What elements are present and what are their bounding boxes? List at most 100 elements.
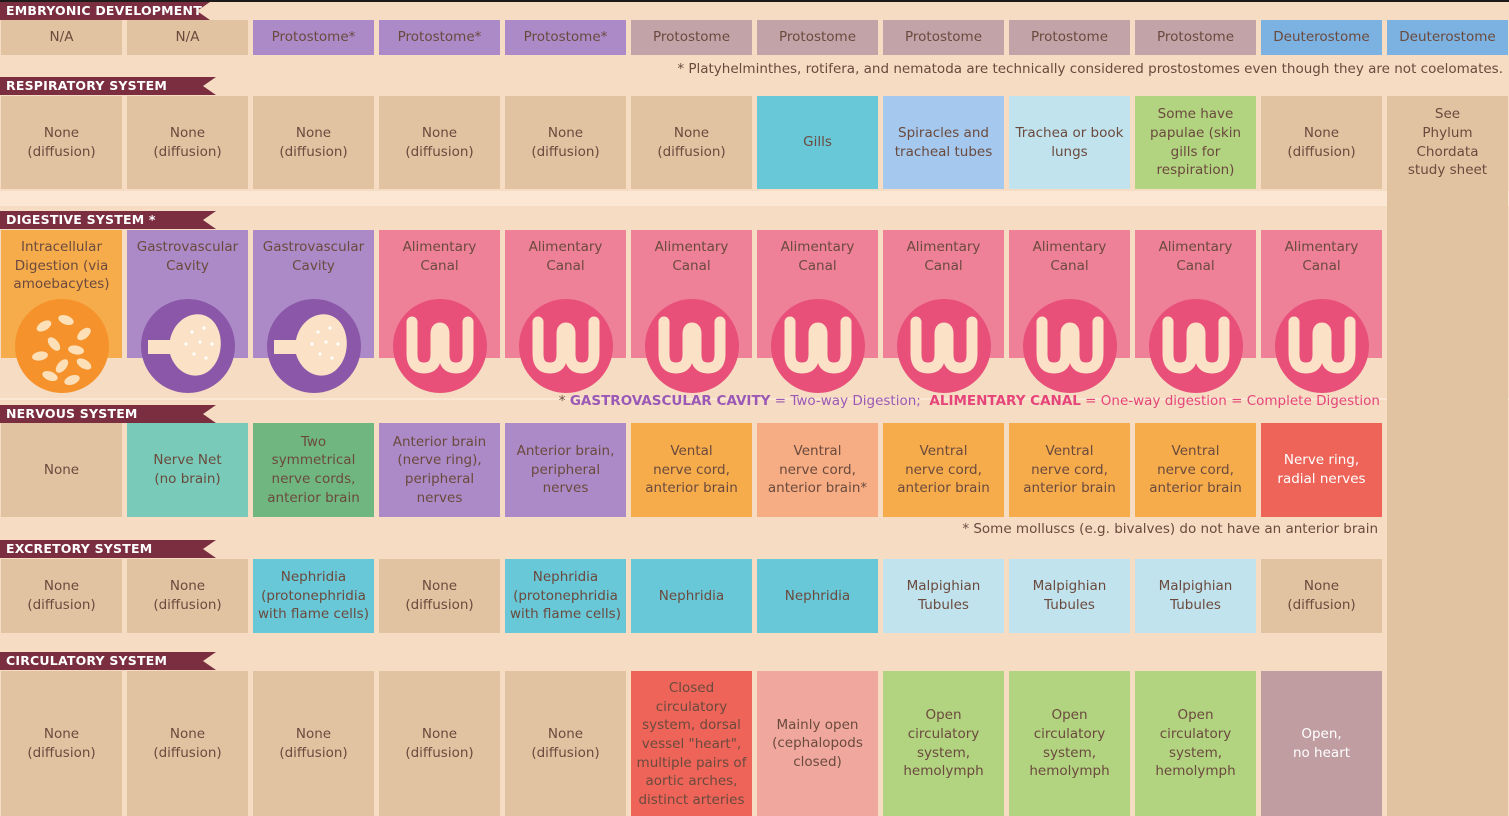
cell-text: None (diffusion)	[531, 725, 600, 761]
cell-text: Closed circulatory system, dorsal vessel…	[636, 680, 747, 808]
cell-text: Malpighian Tubules	[906, 578, 981, 613]
respiratory-cell: None (diffusion)	[379, 96, 500, 189]
cell-text: Anterior brain, peripheral nerves	[516, 443, 615, 497]
section-header-digestive: DIGESTIVE SYSTEM *	[0, 211, 216, 229]
nervous-cell: Ventral nerve cord, anterior brain	[1135, 423, 1256, 517]
excretory-cell: None (diffusion)	[379, 559, 500, 633]
excretory-cell: Nephridia (protonephridia with flame cel…	[505, 559, 626, 633]
cell-text: Protostome	[904, 29, 982, 46]
cell-text: Nephridia	[784, 587, 851, 604]
cell-text: Protostome	[778, 29, 856, 46]
cell-text: Gastrovascular Cavity	[136, 239, 239, 274]
digestive-cell: Intracellular Digestion (via amoebacytes…	[1, 230, 122, 393]
cell-text: Alimentary Canal	[1032, 239, 1107, 274]
section-header-nervous: NERVOUS SYSTEM	[0, 405, 216, 423]
nervous-cell: Ventral nerve cord, anterior brain*	[757, 423, 878, 517]
respiratory-cell: None (diffusion)	[1, 96, 122, 189]
alimentary-canal-icon	[1148, 299, 1243, 393]
digestive-cell: Alimentary Canal	[505, 230, 626, 393]
embryonic-cell: Protostome	[1135, 20, 1256, 55]
section-band	[0, 633, 1509, 816]
excretory-cell: Nephridia	[631, 559, 752, 633]
digestive-cell: Alimentary Canal	[1261, 230, 1382, 393]
embryonic-cell: Protostome	[883, 20, 1004, 55]
cell-text: N/A	[175, 29, 200, 46]
cell-text: Deuterostome	[1273, 29, 1370, 46]
circulatory-cell: Open circulatory system, hemolymph	[1009, 671, 1130, 816]
excretory-cell: Nephridia (protonephridia with flame cel…	[253, 559, 374, 633]
cell-text: None (diffusion)	[657, 124, 726, 160]
gastrovascular-cavity-icon	[140, 299, 235, 393]
cell-text: Open circulatory system, hemolymph	[903, 707, 984, 780]
section-band	[0, 206, 1509, 398]
cell-text: Ventral nerve cord, anterior brain	[1023, 443, 1116, 497]
alimentary-canal-icon	[644, 299, 739, 393]
cell-text: None (diffusion)	[27, 725, 96, 761]
digestive-cell: Alimentary Canal	[757, 230, 878, 393]
respiratory-cell: None (diffusion)	[253, 96, 374, 189]
embryonic-cell: N/A	[1, 20, 122, 55]
cell-text: Gills	[803, 134, 832, 151]
cell-text: Alimentary Canal	[402, 239, 477, 274]
cell-text: Open, no heart	[1292, 725, 1351, 761]
cell-text: N/A	[49, 29, 74, 46]
cell-text: Protostome	[1156, 29, 1234, 46]
circulatory-cell: Mainly open (cephalopods closed)	[757, 671, 878, 816]
cell-text: Nephridia (protonephridia with flame cel…	[510, 569, 621, 623]
cell-text: None (diffusion)	[27, 124, 96, 160]
digestive-cell: Gastrovascular Cavity	[127, 230, 248, 393]
alimentary-canal-icon	[518, 299, 613, 393]
circulatory-cell: Open circulatory system, hemolymph	[883, 671, 1004, 816]
section-header-embryonic: EMBRYONIC DEVELOPMENT	[0, 2, 210, 20]
nervous-cell: Two symmetrical nerve cords, anterior br…	[253, 423, 374, 517]
nervous-footnote: * Some molluscs (e.g. bivalves) do not h…	[962, 521, 1378, 537]
respiratory-cell: None (diffusion)	[1261, 96, 1382, 189]
alimentary-canal-icon	[896, 299, 991, 393]
digestive-cell: Alimentary Canal	[883, 230, 1004, 393]
circulatory-cell: None (diffusion)	[253, 671, 374, 816]
section-header-circulatory: CIRCULATORY SYSTEM	[0, 652, 216, 670]
digestive-cell: Alimentary Canal	[1135, 230, 1256, 393]
cell-text: Vental nerve cord, anterior brain	[645, 443, 738, 497]
embryonic-footnote: * Platyhelminthes, rotifera, and nematod…	[677, 61, 1503, 77]
excretory-cell: None (diffusion)	[1, 559, 122, 633]
cell-text: None (diffusion)	[153, 578, 222, 613]
respiratory-cell: Trachea or book lungs	[1009, 96, 1130, 189]
section-band	[0, 2, 1509, 56]
cell-text: None (diffusion)	[1287, 124, 1356, 160]
cell-text: Nerve Net (no brain)	[153, 452, 222, 487]
cell-text: Intracellular Digestion (via amoebacytes…	[13, 239, 110, 293]
embryonic-cell: Protostome	[1009, 20, 1130, 55]
embryonic-cell: Protostome	[631, 20, 752, 55]
cell-text: Ventral nerve cord, anterior brain	[1149, 443, 1242, 497]
alimentary-canal-icon	[1022, 299, 1117, 393]
cell-text: None (diffusion)	[405, 124, 474, 160]
digestive-cell: Alimentary Canal	[631, 230, 752, 393]
section-band	[0, 519, 1509, 633]
cell-text: Alimentary Canal	[1158, 239, 1233, 274]
cell-text: Deuterostome	[1399, 29, 1496, 46]
cell-text: Alimentary Canal	[906, 239, 981, 274]
cell-text: Alimentary Canal	[654, 239, 729, 274]
cell-text: Two symmetrical nerve cords, anterior br…	[267, 433, 360, 506]
cell-text: Mainly open (cephalopods closed)	[772, 716, 863, 770]
embryonic-cell: Deuterostome	[1387, 20, 1508, 55]
cell-text: None (diffusion)	[153, 725, 222, 761]
cell-text: None (diffusion)	[27, 578, 96, 613]
footnote-part-digestive_ac: ALIMENTARY CANAL	[929, 393, 1081, 409]
respiratory-cell: Gills	[757, 96, 878, 189]
gastrovascular-cavity-icon	[266, 299, 361, 393]
embryonic-cell: Protostome*	[379, 20, 500, 55]
excretory-cell: Malpighian Tubules	[1009, 559, 1130, 633]
cell-text: Protostome*	[397, 29, 482, 46]
cell-text: Ventral nerve cord, anterior brain*	[767, 443, 868, 497]
cell-text: Alimentary Canal	[780, 239, 855, 274]
cell-text: Protostome*	[523, 29, 608, 46]
cell-text: Alimentary Canal	[1284, 239, 1359, 274]
excretory-cell: Malpighian Tubules	[883, 559, 1004, 633]
cell-text: Open circulatory system, hemolymph	[1155, 707, 1236, 780]
cell-text: Protostome	[652, 29, 730, 46]
cell-text: None (diffusion)	[531, 124, 600, 160]
footnote-part-digestive_ac_def: = One-way digestion = Complete Digestion	[1080, 393, 1380, 409]
embryonic-cell: Protostome*	[505, 20, 626, 55]
